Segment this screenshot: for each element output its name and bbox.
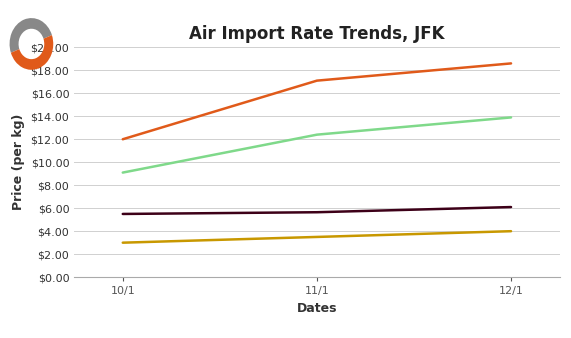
Y-axis label: Price (per kg): Price (per kg) — [12, 114, 25, 211]
X-axis label: Dates: Dates — [297, 302, 337, 315]
Title: Air Import Rate Trends, JFK: Air Import Rate Trends, JFK — [189, 25, 445, 43]
Wedge shape — [11, 35, 53, 70]
Wedge shape — [10, 18, 52, 53]
